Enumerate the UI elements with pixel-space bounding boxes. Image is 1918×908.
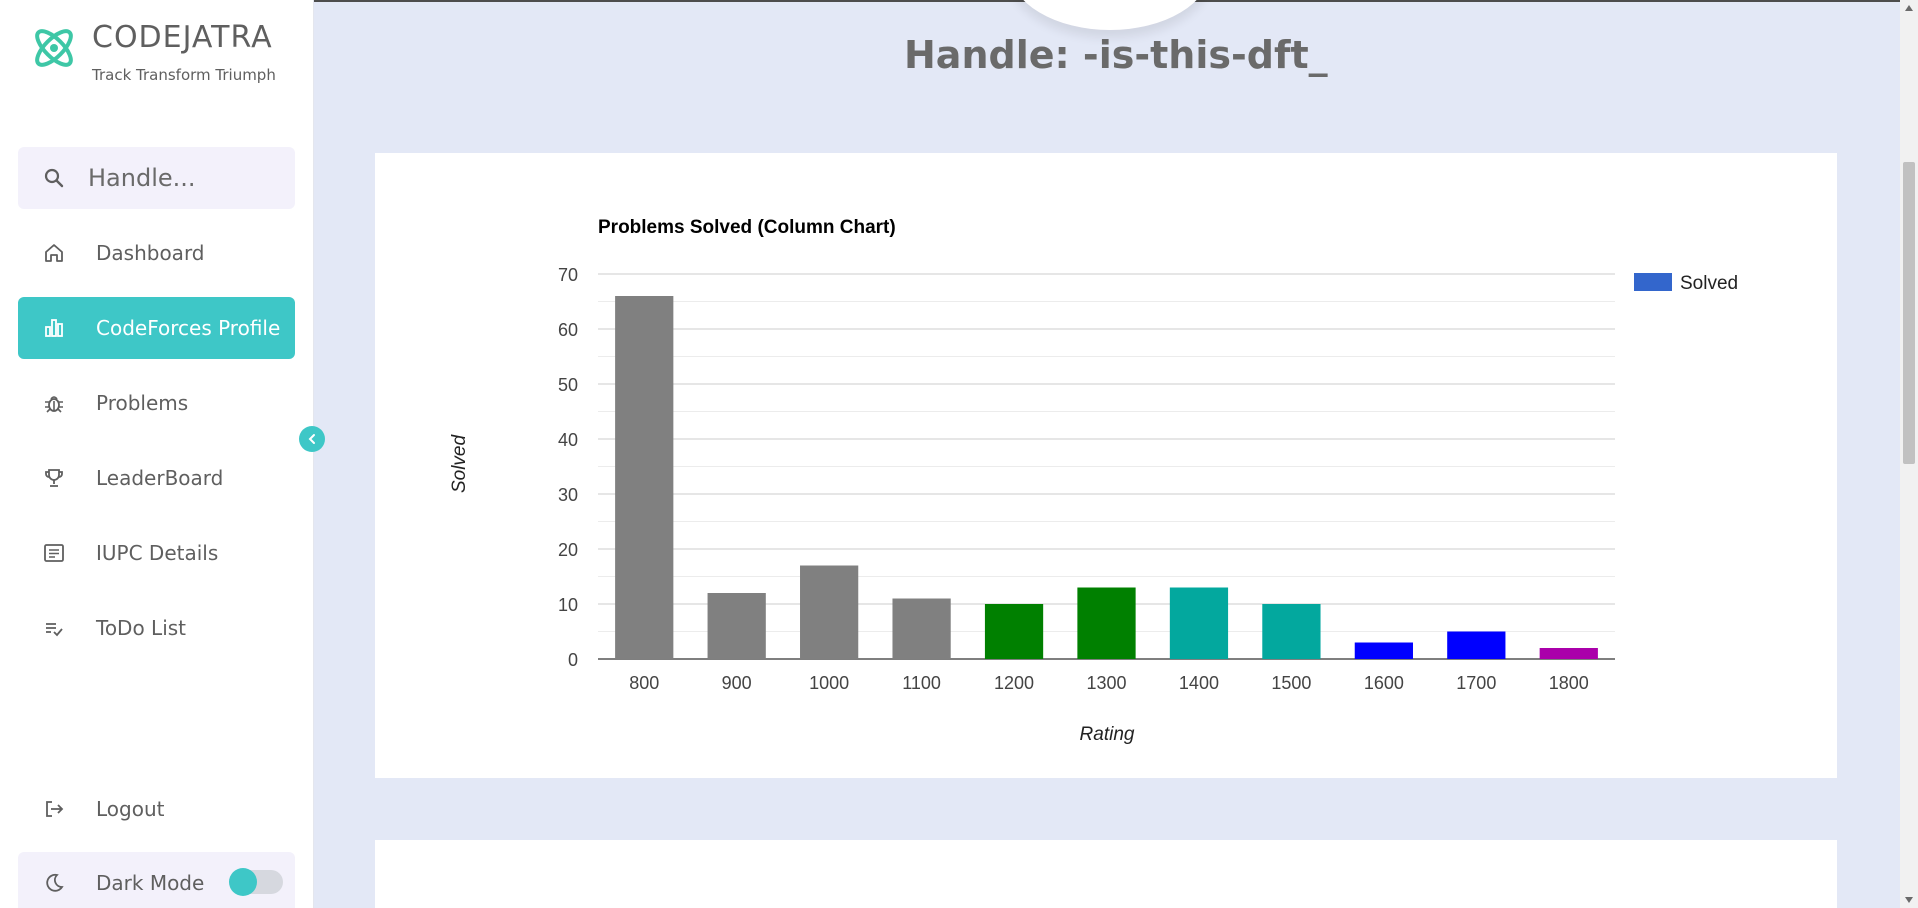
y-tick-label: 40 [558, 430, 578, 450]
bar-1800[interactable] [1539, 648, 1598, 659]
sidebar-item-label: Dashboard [96, 241, 205, 265]
x-tick-label: 1600 [1364, 673, 1404, 693]
y-tick-label: 20 [558, 540, 578, 560]
y-axis-label: Solved [449, 434, 470, 494]
logout-button[interactable]: Logout [18, 778, 295, 840]
chart-title: Problems Solved (Column Chart) [598, 217, 896, 238]
sidebar-item-leaderboard[interactable]: LeaderBoard [18, 447, 295, 509]
x-tick-label: 1500 [1271, 673, 1311, 693]
bar-1700[interactable] [1447, 631, 1506, 660]
bar-800[interactable] [615, 296, 674, 659]
dark-mode-toggle[interactable] [229, 868, 283, 896]
page-title: Handle: -is-this-dft_ [904, 33, 1328, 77]
bar-1000[interactable] [800, 565, 859, 660]
x-tick-label: 1000 [809, 673, 849, 693]
sidebar: CODEJATRA Track Transform Triumph Handle… [0, 0, 314, 908]
moon-icon [46, 873, 64, 892]
x-tick-label: 1100 [902, 673, 941, 693]
bar-1600[interactable] [1354, 642, 1413, 660]
x-tick-label: 1300 [1086, 673, 1126, 693]
logout-icon [46, 801, 64, 817]
sidebar-item-problems[interactable]: Problems [18, 372, 295, 434]
chart-card: 0 10 20 30 40 50 60 70 800 900 1000 1100 1200 1300 140… [375, 153, 1837, 778]
x-tick-label: 1700 [1456, 673, 1496, 693]
triangle-down-icon [1905, 897, 1913, 903]
y-tick-label: 60 [558, 320, 578, 340]
dark-mode-row: Dark Mode [18, 852, 295, 908]
search-placeholder: Handle... [88, 164, 196, 192]
dark-mode-label: Dark Mode [96, 871, 205, 895]
scroll-down-arrow[interactable] [1900, 892, 1918, 908]
sidebar-item-label: IUPC Details [96, 541, 219, 565]
document-icon [44, 544, 64, 562]
bar-1500[interactable] [1262, 604, 1321, 659]
logout-label: Logout [96, 797, 165, 821]
scrollbar[interactable] [1900, 0, 1918, 908]
toggle-knob [229, 868, 257, 896]
y-tick-label: 10 [558, 595, 578, 615]
chevron-left-icon [308, 434, 315, 444]
bar-1200[interactable] [984, 604, 1044, 659]
x-tick-label: 1400 [1179, 673, 1219, 693]
bug-icon [45, 396, 63, 413]
problems-solved-chart: 0 10 20 30 40 50 60 70 800 900 1000 1100 1200 1300 140… [449, 217, 1738, 745]
avatar [1010, 0, 1210, 30]
bar-1100[interactable] [892, 598, 951, 660]
x-tick-label: 800 [629, 673, 659, 693]
bar-chart-icon [45, 319, 63, 337]
home-icon [45, 244, 63, 262]
handle-search-input[interactable]: Handle... [18, 147, 295, 209]
bar-1400[interactable] [1169, 587, 1229, 660]
legend-swatch [1634, 273, 1672, 291]
y-tick-label: 70 [558, 265, 578, 285]
sidebar-item-dashboard[interactable]: Dashboard [18, 222, 295, 284]
scroll-up-arrow[interactable] [1900, 0, 1918, 16]
triangle-up-icon [1905, 5, 1913, 11]
x-tick-label: 900 [722, 673, 752, 693]
bar-900[interactable] [707, 593, 766, 659]
second-card [375, 840, 1837, 908]
trophy-icon [45, 469, 63, 487]
brand[interactable]: CODEJATRA Track Transform Triumph [29, 22, 276, 84]
x-tick-label: 1200 [994, 673, 1034, 693]
collapse-sidebar-button[interactable] [299, 426, 325, 452]
x-tick-label: 1800 [1549, 673, 1589, 693]
search-icon [44, 168, 64, 188]
sidebar-item-label: ToDo List [96, 616, 187, 640]
y-tick-label: 0 [568, 650, 578, 670]
y-tick-label: 50 [558, 375, 578, 395]
sidebar-item-label: CodeForces Profile [96, 316, 281, 340]
y-tick-label: 30 [558, 485, 578, 505]
legend-label: Solved [1680, 273, 1738, 294]
sidebar-item-todo-list[interactable]: ToDo List [18, 597, 295, 659]
sidebar-item-codeforces-profile[interactable]: CodeForces Profile [18, 297, 295, 359]
brand-name: CODEJATRA [92, 20, 273, 55]
sidebar-item-label: LeaderBoard [96, 466, 224, 490]
sidebar-item-iupc-details[interactable]: IUPC Details [18, 522, 295, 584]
x-axis-label: Rating [1080, 724, 1135, 745]
scrollbar-thumb[interactable] [1903, 162, 1915, 464]
sidebar-item-label: Problems [96, 391, 189, 415]
atom-logo-icon [35, 29, 73, 67]
checklist-icon [46, 623, 63, 637]
brand-tagline: Track Transform Triumph [92, 66, 276, 84]
bar-1300[interactable] [1077, 587, 1136, 660]
